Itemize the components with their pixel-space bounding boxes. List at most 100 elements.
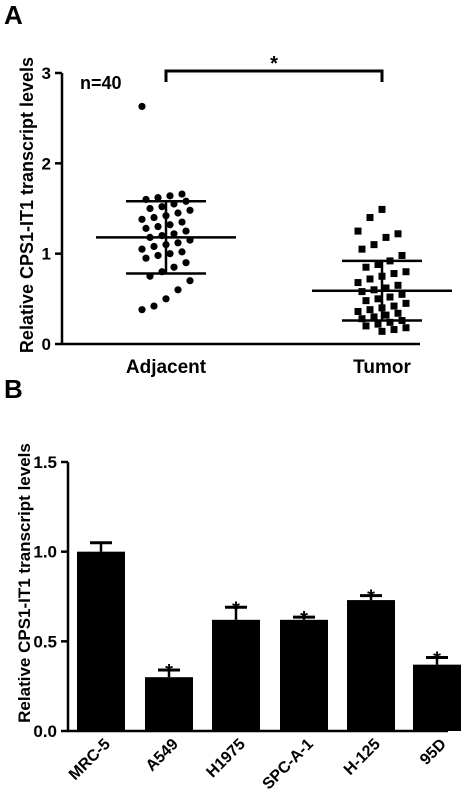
panel-a-data-point xyxy=(150,213,158,222)
panel-a: A Relative CPS1-IT1 transcript levels 0 1… xyxy=(4,0,452,378)
panel-b-bar xyxy=(413,664,461,731)
panel-a-significance-bracket xyxy=(164,69,384,82)
panel-a-x-labels: Adjacent Tumor xyxy=(126,357,412,378)
panel-a-data-point xyxy=(154,251,162,260)
panel-a-data-point xyxy=(138,306,146,314)
panel-b-label: B xyxy=(4,374,23,404)
panel-b-y-tick-label: 0.5 xyxy=(33,632,57,651)
panel-a-data-point xyxy=(186,277,194,285)
panel-a-data-point xyxy=(374,320,382,328)
panel-b-significance-star: * xyxy=(300,608,308,630)
panel-a-data-point xyxy=(186,206,194,214)
panel-a-data-point xyxy=(178,190,186,198)
panel-a-data-point xyxy=(382,311,390,319)
panel-a-data-point xyxy=(386,293,394,301)
panel-a-data-point xyxy=(354,227,362,235)
panel-a-data-point xyxy=(146,204,154,213)
panel-a-data-point xyxy=(142,224,150,232)
panel-a-data-point xyxy=(150,302,158,310)
panel-b-x-label: 95D xyxy=(417,736,450,769)
panel-a-data-point xyxy=(174,239,182,247)
panel-a-data-point xyxy=(362,263,370,271)
panel-a-data-point xyxy=(390,326,398,334)
panel-b-bar xyxy=(347,600,395,731)
panel-b-bar xyxy=(212,619,260,731)
panel-a-summary-lines xyxy=(96,200,452,322)
panel-b-x-label: A549 xyxy=(143,736,182,775)
panel-a-data-point xyxy=(354,307,362,315)
panel-a-data-point xyxy=(386,318,394,326)
panel-a-data-point xyxy=(358,245,366,253)
panel-a-data-point xyxy=(138,215,146,223)
panel-b-significance-star: * xyxy=(367,587,375,609)
panel-b-significance-star: * xyxy=(433,648,441,670)
panel-a-data-point xyxy=(178,248,186,256)
panel-a-data-point xyxy=(382,233,390,241)
panel-a-data-point xyxy=(378,327,386,335)
panel-a-data-point xyxy=(150,242,158,251)
panel-b-y-tick-label: 0.0 xyxy=(33,722,57,741)
panel-a-data-point xyxy=(394,281,402,289)
panel-a-x-label: Adjacent xyxy=(126,357,207,378)
panel-a-data-point xyxy=(370,313,378,321)
panel-a-data-point xyxy=(162,295,170,303)
panel-a-data-point xyxy=(158,203,166,211)
panel-a-y-tick-label: 2 xyxy=(42,154,51,173)
panel-a-y-tick-label: 0 xyxy=(42,335,51,354)
panel-a-data-point xyxy=(378,205,386,213)
panel-b-bar xyxy=(145,677,193,731)
panel-a-data-point xyxy=(370,241,378,249)
panel-b-significance-star: * xyxy=(165,661,173,683)
panel-a-significance-star: * xyxy=(270,53,278,75)
panel-a-data-point xyxy=(382,284,390,292)
panel-a-data-point xyxy=(374,261,382,269)
panel-a-data-point xyxy=(182,259,190,267)
panel-a-data-point xyxy=(166,221,174,229)
panel-a-data-point xyxy=(362,297,370,305)
panel-b-y-ticks: 0.0 0.5 1.0 1.5 xyxy=(33,453,68,741)
panel-a-data-point xyxy=(138,102,146,111)
panel-a-data-point xyxy=(402,324,410,332)
panel-a-y-tick-label: 3 xyxy=(42,64,51,83)
panel-b-significance-star: * xyxy=(232,598,240,620)
panel-b-bars: * * * * * xyxy=(77,541,461,731)
panel-a-data-point xyxy=(166,192,174,200)
panel-a-y-tick-label: 1 xyxy=(42,245,51,264)
panel-a-data-point xyxy=(402,299,410,307)
panel-a-data-point xyxy=(390,270,398,278)
panel-a-data-point xyxy=(398,251,406,259)
panel-b-bar xyxy=(77,551,125,731)
panel-a-data-point xyxy=(182,227,190,235)
panel-a-data-point xyxy=(394,230,402,238)
panel-a-data-point xyxy=(366,306,374,314)
panel-a-points xyxy=(138,102,410,335)
panel-a-data-point xyxy=(366,275,374,283)
panel-a-data-point xyxy=(154,194,162,202)
panel-a-data-point xyxy=(154,222,162,231)
panel-b-x-label: SPC-A-1 xyxy=(260,736,317,793)
panel-b-x-label: H-125 xyxy=(341,736,384,779)
panel-b-y-tick-label: 1.0 xyxy=(33,543,57,562)
panel-a-y-ticks: 0 1 2 3 xyxy=(42,64,62,354)
panel-a-data-point xyxy=(362,322,370,330)
panel-a-data-point xyxy=(358,315,366,323)
panel-a-data-point xyxy=(366,214,374,222)
panel-b: B Relative CPS1-IT1 transcript levels 0.… xyxy=(4,374,461,793)
panel-a-data-point xyxy=(138,245,146,253)
panel-a-data-point xyxy=(170,263,178,271)
panel-b-x-label: H1975 xyxy=(203,736,248,781)
panel-a-n-annotation: n=40 xyxy=(80,73,122,93)
panel-b-y-axis-label: Relative CPS1-IT1 transcript levels xyxy=(15,443,34,723)
panel-a-data-point xyxy=(374,295,382,303)
panel-a-data-point xyxy=(394,309,402,317)
panel-a-data-point xyxy=(398,290,406,298)
panel-a-data-point xyxy=(174,209,182,217)
panel-a-x-label: Tumor xyxy=(353,357,411,378)
panel-a-data-point xyxy=(142,254,150,262)
panel-a-label: A xyxy=(4,0,23,30)
panel-a-data-point xyxy=(402,268,410,276)
panel-a-y-axis-label: Relative CPS1-IT1 transcript levels xyxy=(17,57,37,353)
panel-a-data-point xyxy=(170,230,178,238)
panel-b-x-label: MRC-5 xyxy=(66,736,114,784)
